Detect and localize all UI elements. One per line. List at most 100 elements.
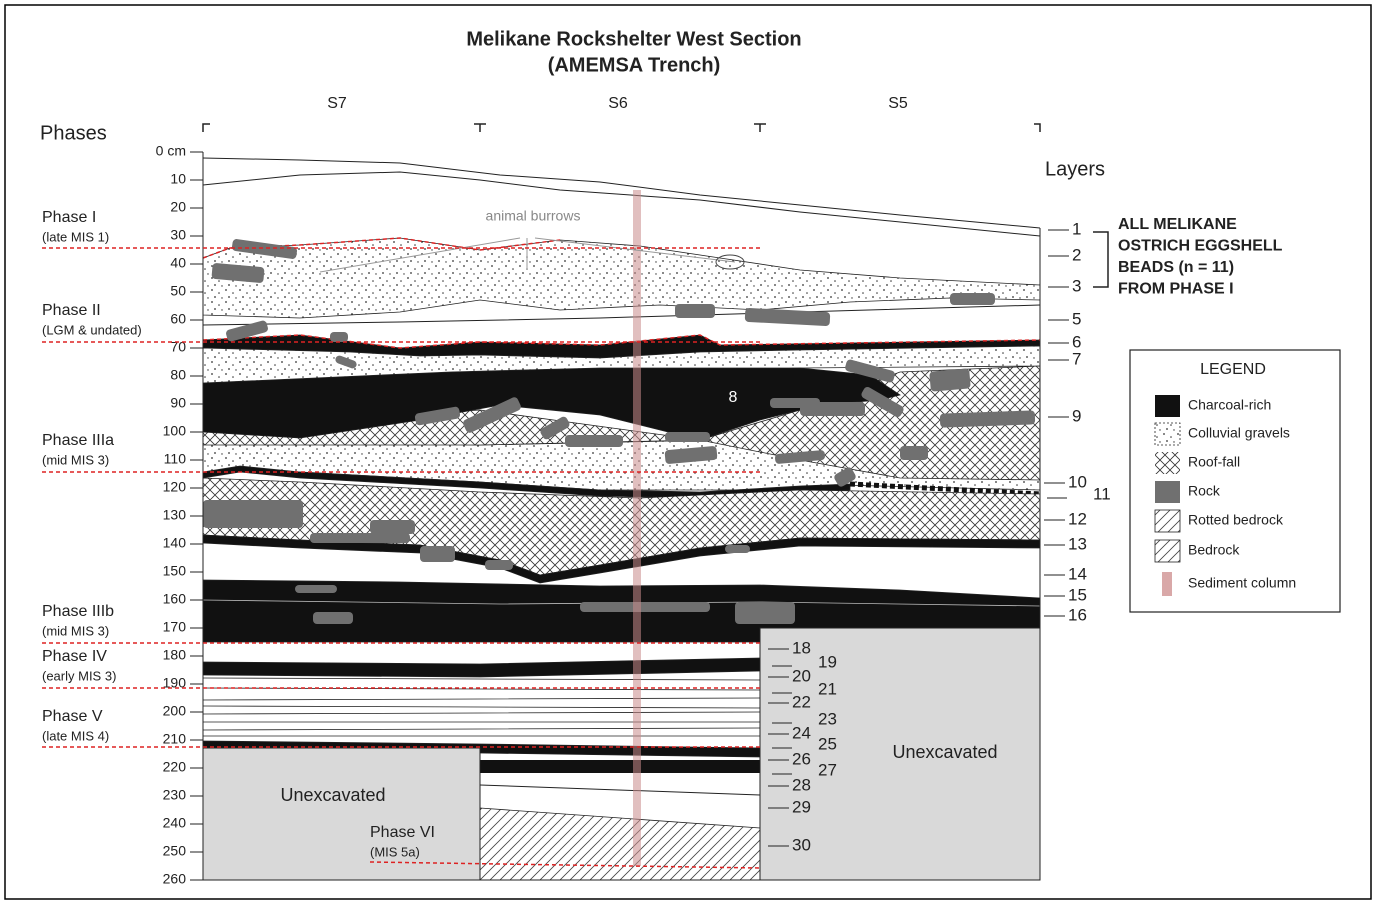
layer-label: 1 [1072,219,1081,238]
rock [580,602,710,612]
square-brackets [203,124,1040,132]
rock [310,533,410,543]
layer-label: 19 [818,652,837,671]
sediment-column [633,190,641,866]
layer-label: 27 [818,760,837,779]
phases-heading: Phases [40,122,107,144]
surface [203,172,1040,236]
beads-bracket [1093,232,1108,287]
rock [485,560,513,570]
layer-label: 30 [792,835,811,854]
annotation: Unexcavated [892,742,997,762]
depth-label: 10 [170,171,186,187]
layer-label: 13 [1068,534,1087,553]
layer-label: 11 [1093,484,1111,503]
depth-label: 150 [163,563,187,579]
layer-label: 22 [792,692,811,711]
depth-label: 70 [170,339,186,355]
layer-label: 3 [1072,276,1081,295]
layer-label: 21 [818,679,837,698]
phase-name: Phase IV [42,648,107,665]
phase-note: (LGM & undated) [42,322,142,337]
layer-label: 20 [792,666,811,685]
section-figure: Melikane Rockshelter West Section (AMEMSA… [0,0,1377,905]
rock [420,546,455,562]
layer-label: 8 [729,389,738,406]
legend-swatch [1155,452,1180,474]
depth-label: 40 [170,255,186,271]
beads-note: FROM PHASE I [1118,281,1234,298]
layer-label: 16 [1068,605,1087,624]
depth-label: 140 [163,535,187,551]
layer-line [203,688,760,690]
depth-label: 110 [164,451,187,467]
depth-label: 60 [170,311,186,327]
depth-label: 0 cm [156,143,186,159]
layer-line [203,706,760,708]
legend-label: Sediment column [1188,575,1296,591]
layer-label: 29 [792,797,811,816]
phase-name: Phase IIIb [42,603,114,620]
legend-swatch [1155,510,1180,532]
depth-label: 170 [163,619,187,635]
rock [665,432,710,442]
legend-label: Charcoal-rich [1188,397,1271,413]
surface [203,158,1040,228]
layer-line [203,712,760,714]
phase-note: (late MIS 4) [42,728,109,743]
rock [725,545,750,553]
layer-label: 9 [1072,406,1081,425]
depth-label: 200 [163,703,187,719]
square-label: S6 [608,95,628,112]
depth-label: 130 [163,507,187,523]
legend-label: Rock [1188,483,1221,499]
rock [370,520,415,534]
rock [929,368,971,391]
layer-line [203,698,760,700]
legend-swatch [1155,481,1180,503]
layer-label: 24 [792,723,811,742]
depth-label: 100 [163,423,187,439]
depth-label: 230 [163,787,187,803]
title: Melikane Rockshelter West Section [466,28,801,50]
square-label: S5 [888,95,908,112]
phase-note: (late MIS 1) [42,229,109,244]
title: (AMEMSA Trench) [548,54,721,76]
phase-name: Phase V [42,708,103,725]
layer-label: 10 [1068,472,1087,491]
bedrock [480,808,760,880]
beads-note: ALL MELIKANE [1118,216,1237,233]
layer-label: 23 [818,709,837,728]
layer-label: 26 [792,749,811,768]
legend-title: LEGEND [1200,361,1266,378]
charcoal [203,658,760,677]
square-label: S7 [327,95,347,112]
legend-swatch [1155,423,1180,445]
legend-swatch [1155,540,1180,562]
colluvial-gravels [203,238,1040,318]
depth-label: 180 [163,647,187,663]
depth-label: 20 [170,199,186,215]
phase-name: Phase I [42,209,96,226]
legend-swatch [1162,572,1172,596]
depth-label: 120 [163,479,187,495]
annotation: Unexcavated [280,785,385,805]
layer-line [480,785,760,795]
annotation: animal burrows [486,208,581,224]
legend-label: Colluvial gravels [1188,425,1290,441]
phase-name: Phase IIIa [42,432,114,449]
depth-label: 210 [163,731,187,747]
depth-label: 80 [170,367,186,383]
rock [735,602,795,624]
layer-label: 12 [1068,509,1087,528]
depth-label: 250 [163,843,187,859]
depth-label: 90 [170,395,186,411]
section [203,158,1040,880]
rock [900,446,928,460]
depth-label: 160 [163,591,187,607]
rock [203,500,303,528]
legend-label: Rotted bedrock [1188,512,1284,528]
rock [675,304,715,318]
depth-label: 220 [163,759,187,775]
rock [800,402,865,416]
